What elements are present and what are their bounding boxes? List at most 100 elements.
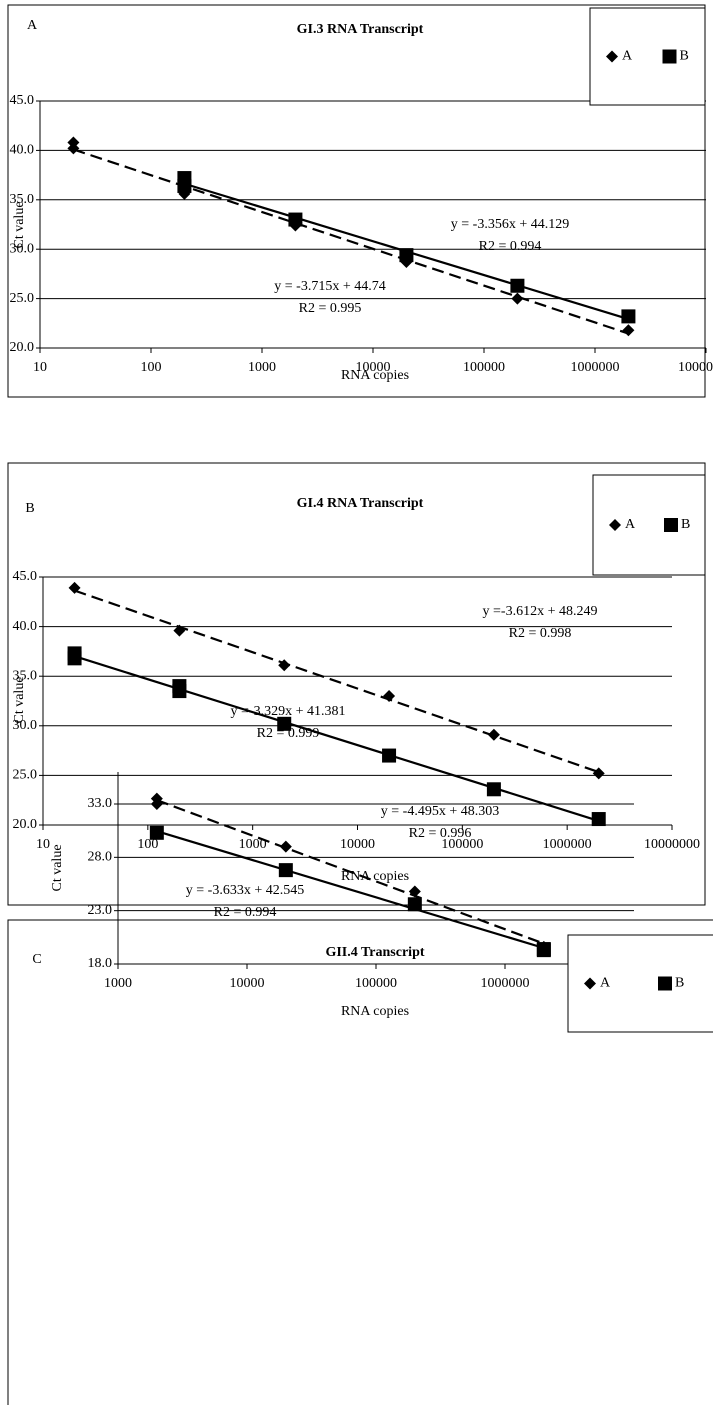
marker-square [382,748,397,763]
marker-diamond [150,798,163,810]
marker-diamond [511,292,524,305]
panel-label: B [25,501,34,516]
x-axis-label: RNA copies [341,368,409,383]
marker-square [510,278,525,293]
legend-label: A [622,49,633,64]
trendline-r2: R2 = 0.995 [299,301,362,316]
panel-border [7,4,706,398]
marker-square [536,942,551,957]
marker-diamond [622,324,635,337]
x-tick-label: 1000 [239,837,267,852]
y-tick-label: 25.0 [13,768,38,783]
chart-title: GI.4 RNA Transcript [297,496,424,511]
y-tick-label: 33.0 [88,796,113,811]
x-tick-label: 10 [36,837,50,852]
x-axis-label: RNA copies [341,1004,409,1019]
trendline-equation: y = -3.356x + 44.129 [451,217,569,232]
trendline-equation: y = -3.715x + 44.74 [274,279,385,294]
y-tick-label: 35.0 [10,192,35,207]
legend-marker [662,49,677,64]
y-tick-label: 40.0 [13,619,38,634]
x-tick-label: 1000000 [481,976,530,991]
y-tick-label: 40.0 [10,143,35,158]
marker-square [277,716,292,731]
legend-label: B [680,49,689,64]
trendline [74,655,600,822]
marker-square [407,897,422,912]
trendline-r2: R2 = 0.994 [479,239,542,254]
x-tick-label: 1000 [248,360,276,375]
marker-square [399,248,414,263]
y-axis-label: Ct value [12,201,27,248]
marker-diamond [173,624,186,637]
chart-title: GII.4 Transcript [325,945,424,960]
trendline-r2: R2 = 0.998 [509,626,572,641]
panel: B GI.4 RNA Transcript 20.0 25.0 30.0 35.0 40.0… [7,462,706,906]
marker-square [172,684,187,699]
marker-square [591,812,606,827]
y-tick-label: 20.0 [13,817,38,832]
x-tick-label: 10 [33,360,47,375]
trendline-r2: R2 = 0.996 [409,826,472,841]
x-tick-label: 10000000 [678,360,713,375]
x-tick-label: 10000 [356,360,391,375]
x-tick-label: 100 [141,360,162,375]
y-axis-label: Ct value [12,676,27,723]
trendline-equation: y =-3.329x + 41.381 [231,704,346,719]
marker-square [621,309,636,324]
panel-label: A [27,18,38,33]
y-tick-label: 28.0 [88,850,113,865]
x-tick-label: 100000 [441,837,483,852]
y-tick-label: 30.0 [10,241,35,256]
trendline-r2: R2 = 0.999 [257,726,320,741]
y-tick-label: 45.0 [10,93,35,108]
y-axis-label: Ct value [50,844,65,891]
chart-title: GI.3 RNA Transcript [297,22,424,37]
trendline-equation: y = -3.633x + 42.545 [186,883,304,898]
trendline [156,799,545,945]
marker-square [177,178,192,193]
trendline [73,148,629,335]
y-tick-label: 45.0 [13,569,38,584]
trendline-equation: y = -4.495x + 48.303 [381,804,499,819]
marker-diamond [383,690,396,703]
y-tick-label: 18.0 [88,956,113,971]
marker-square [67,651,82,666]
marker-square [486,782,501,797]
panel-label: C [32,952,41,967]
panel: C GII.4 Transcript 18.0 23.0 28.0 33.0 1000 100… [7,772,713,1405]
legend-marker [584,977,596,990]
y-tick-label: 23.0 [88,903,113,918]
panel-border [7,462,706,906]
y-tick-label: 20.0 [10,340,35,355]
legend-label: B [681,517,690,532]
marker-diamond [592,767,605,780]
panel: A GI.3 RNA Transcript 20.0 25.0 30.0 35.0 40.0… [7,4,713,398]
marker-diamond [278,659,291,672]
trendline-r2: R2 = 0.994 [214,905,277,920]
x-tick-label: 1000 [104,976,132,991]
trendline [156,830,545,950]
legend-label: B [675,976,684,991]
x-tick-label: 10000000 [644,837,700,852]
x-tick-label: 1000000 [571,360,620,375]
x-tick-label: 10000 [230,976,265,991]
x-tick-label: 100000 [355,976,397,991]
marker-diamond [487,728,500,741]
y-tick-label: 25.0 [10,291,35,306]
legend-marker [658,976,672,991]
trendline [74,589,600,774]
marker-diamond [67,142,80,155]
y-tick-label: 35.0 [13,668,38,683]
x-axis-label: RNA copies [341,869,409,884]
legend-label: A [600,976,611,991]
legend-marker [664,518,678,532]
x-tick-label: 1000000 [543,837,592,852]
marker-square [288,212,303,227]
trendline-equation: y =-3.612x + 48.249 [483,604,598,619]
marker-diamond [279,840,292,853]
y-tick-label: 30.0 [13,718,38,733]
legend-label: A [625,517,636,532]
